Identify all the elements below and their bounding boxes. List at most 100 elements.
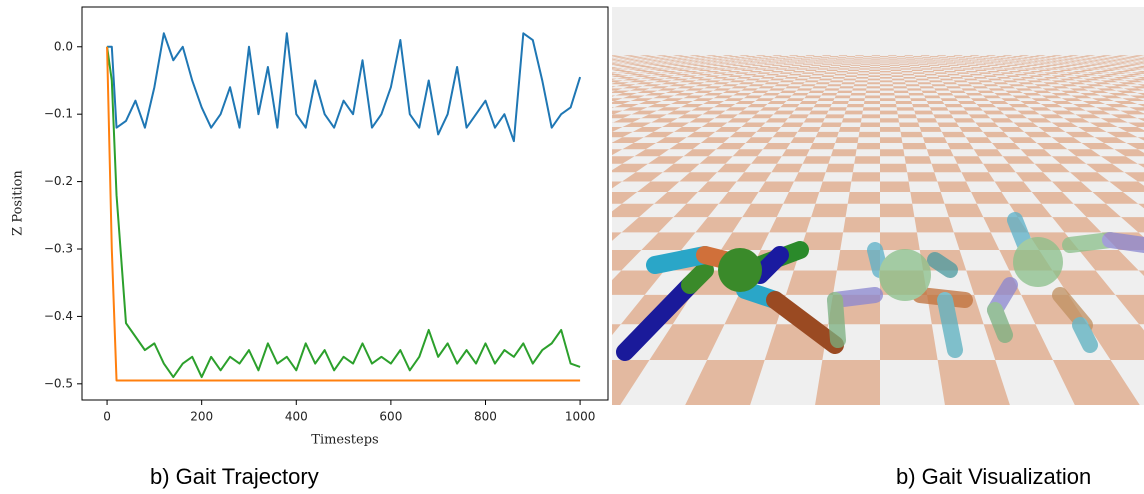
floor-tile <box>1026 80 1044 83</box>
floor-tile <box>638 101 662 105</box>
floor-tile <box>808 67 820 69</box>
floor-tile <box>774 95 792 99</box>
floor-tile <box>998 65 1012 68</box>
floor-tile <box>893 90 909 94</box>
floor-tile <box>768 88 786 91</box>
floor-tile <box>693 61 706 63</box>
floor-tile <box>762 56 773 57</box>
floor-tile <box>749 61 761 63</box>
floor-tile <box>967 64 979 66</box>
floor-tile <box>965 70 979 73</box>
data-line <box>106 46 581 382</box>
floor-tile <box>835 58 846 60</box>
floor-tile <box>796 68 809 70</box>
floor-tile <box>1097 58 1111 60</box>
floor-tile <box>808 76 822 79</box>
floor-tile <box>961 172 995 182</box>
floor-tile <box>686 131 716 138</box>
y-tick-label: −0.2 <box>44 174 73 188</box>
floor-tile <box>1015 88 1033 91</box>
floor-tile <box>880 70 891 73</box>
floor-tile <box>858 131 880 138</box>
floor-tile <box>642 84 662 87</box>
floor-tile <box>613 118 641 123</box>
floor-tile <box>773 110 795 115</box>
floor-tile <box>771 59 783 61</box>
floor-tile <box>1003 68 1017 70</box>
floor-tile <box>854 56 864 58</box>
floor-tile <box>767 61 780 63</box>
floor-tile <box>700 56 712 58</box>
floor-tile <box>799 101 818 105</box>
floor-tile <box>705 57 718 59</box>
floor-tile <box>1096 88 1117 91</box>
floor-tile <box>994 93 1013 96</box>
floor-tile <box>751 156 782 164</box>
floor-tile <box>1080 93 1101 96</box>
floor-tile <box>775 62 787 64</box>
floor-tile <box>612 69 629 71</box>
floor-tile <box>895 101 913 105</box>
floor-tile <box>621 217 674 233</box>
floor-tile <box>612 86 617 88</box>
floor-tile <box>681 59 694 61</box>
floor-tile <box>616 76 635 79</box>
floor-tile <box>612 59 624 61</box>
floor-tile <box>755 98 775 102</box>
floor-tile <box>615 93 638 96</box>
floor-tile <box>779 65 792 68</box>
floor-tile <box>1024 131 1052 138</box>
floor-tile <box>634 149 670 157</box>
floor-tile <box>683 70 698 73</box>
floor-tile <box>929 56 939 57</box>
floor-tile <box>1029 107 1052 111</box>
floor-tile <box>612 90 630 94</box>
floor-tile <box>1126 142 1144 150</box>
floor-tile <box>769 78 785 81</box>
floor-tile <box>1074 59 1088 61</box>
floor-tile <box>1092 59 1106 61</box>
floor-tile <box>1064 64 1078 66</box>
floor-tile <box>896 56 906 57</box>
floor-tile <box>929 107 949 111</box>
x-axis-label: Timesteps <box>311 433 378 448</box>
floor-tile <box>847 69 860 71</box>
floor-tile <box>769 217 812 233</box>
floor-tile <box>711 61 724 63</box>
floor-tile <box>1118 82 1138 85</box>
floor-tile <box>1037 69 1052 71</box>
floor-tile <box>654 191 698 204</box>
floor-tile <box>1121 217 1144 233</box>
floor-tile <box>684 67 699 69</box>
floor-tile <box>1031 67 1045 69</box>
floor-tile <box>914 110 934 115</box>
floor-tile <box>1023 56 1035 58</box>
floor-tile <box>1008 84 1026 87</box>
floor-tile <box>992 142 1021 150</box>
floor-tile <box>738 65 752 68</box>
floor-tile <box>1015 60 1027 62</box>
floor-tile <box>957 101 977 105</box>
floor-tile <box>1109 181 1144 192</box>
floor-tile <box>1034 84 1052 87</box>
floor-tile <box>963 107 983 111</box>
floor-tile <box>825 163 855 173</box>
floor-tile <box>622 78 641 81</box>
floor-tile <box>718 65 732 68</box>
floor-tile <box>704 70 720 73</box>
floor-tile <box>987 78 1003 81</box>
floor-tile <box>1039 59 1052 61</box>
floor-tile <box>990 67 1004 69</box>
floor-tile <box>726 70 741 73</box>
floor-tile <box>1010 58 1022 60</box>
floor-tile <box>827 57 838 59</box>
floor-tile <box>622 142 656 150</box>
floor-tile <box>1028 58 1040 60</box>
floor-tile <box>994 181 1032 192</box>
floor-tile <box>772 55 783 57</box>
floor-tile <box>894 95 911 99</box>
floor-tile <box>1045 58 1058 60</box>
floor-tile <box>855 55 864 57</box>
floor-tile <box>914 57 924 59</box>
floor-tile <box>1051 55 1063 57</box>
